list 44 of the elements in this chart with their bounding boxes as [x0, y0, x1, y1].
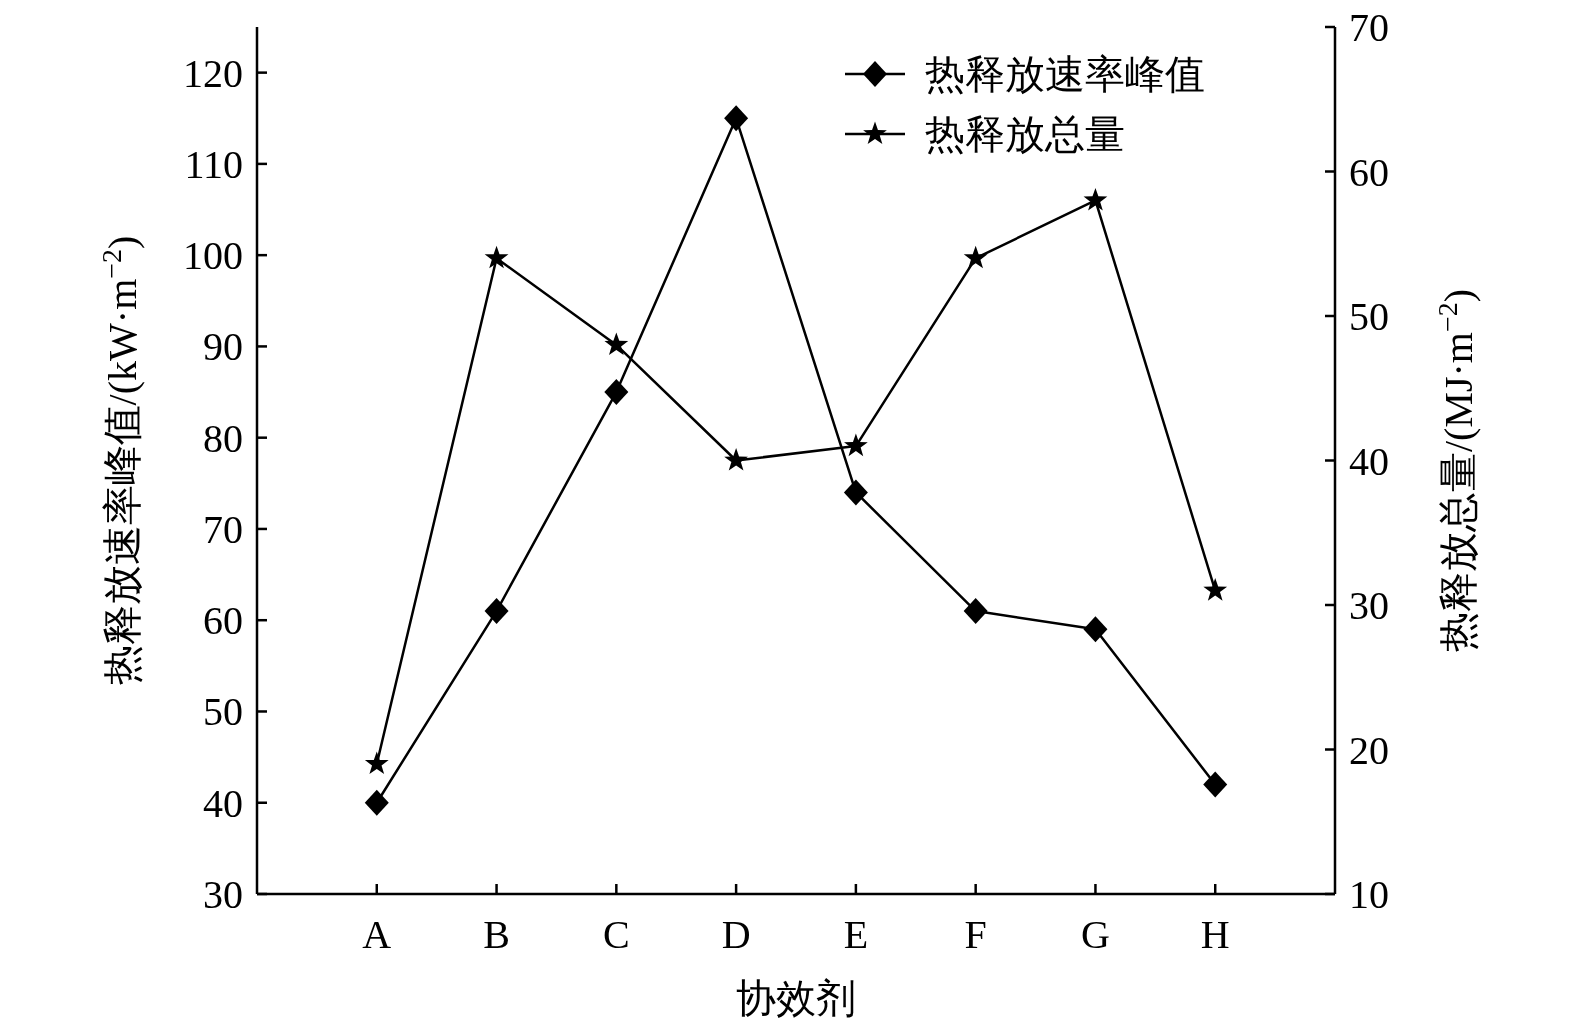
- point: [963, 245, 988, 269]
- y-tick-label: 100: [183, 233, 243, 279]
- point: [364, 751, 389, 775]
- point: [963, 598, 988, 625]
- y-tick-label: 120: [183, 50, 243, 96]
- point: [1083, 187, 1108, 211]
- y-tick-label: 110: [184, 141, 243, 187]
- x-tick-label: F: [964, 912, 987, 957]
- y-tick-label: 40: [203, 780, 243, 826]
- y2-tick-label: 50: [1349, 294, 1389, 339]
- legend-label: 热释放速率峰值: [925, 52, 1205, 97]
- point: [1203, 771, 1228, 798]
- y-tick-label: 70: [203, 506, 243, 552]
- point: [484, 598, 509, 625]
- point: [604, 332, 629, 356]
- point: [364, 789, 389, 816]
- x-tick-label: E: [843, 912, 869, 957]
- x-tick-label: H: [1200, 912, 1230, 957]
- x-tick-label: A: [362, 912, 392, 957]
- point: [724, 448, 748, 471]
- x-tick-label: B: [483, 912, 510, 957]
- y-tick-label: 30: [203, 872, 243, 917]
- y2-tick-label: 70: [1349, 5, 1389, 50]
- point: [604, 379, 629, 406]
- y2-tick-label: 40: [1349, 438, 1389, 484]
- y-tick-label: 60: [203, 598, 243, 644]
- y-tick-label: 90: [203, 324, 243, 370]
- point: [844, 433, 868, 457]
- y-tick-label: 50: [203, 689, 243, 735]
- x-tick-label: C: [602, 912, 630, 957]
- point: [1203, 578, 1228, 601]
- x-tick-label: G: [1081, 912, 1110, 957]
- y2-tick-label: 20: [1349, 727, 1389, 773]
- y2-tick-label: 10: [1349, 872, 1389, 917]
- y2-tick-label: 30: [1349, 583, 1389, 628]
- y-tick-label: 80: [203, 415, 243, 461]
- point: [724, 105, 749, 132]
- legend-label: 热释放总量: [925, 112, 1125, 157]
- point: [843, 479, 868, 506]
- y2-tick-label: 60: [1349, 149, 1389, 195]
- x-axis-title: 协效剂: [736, 976, 856, 1021]
- x-tick-label: D: [721, 912, 751, 957]
- point: [1083, 616, 1108, 643]
- point: [484, 245, 509, 269]
